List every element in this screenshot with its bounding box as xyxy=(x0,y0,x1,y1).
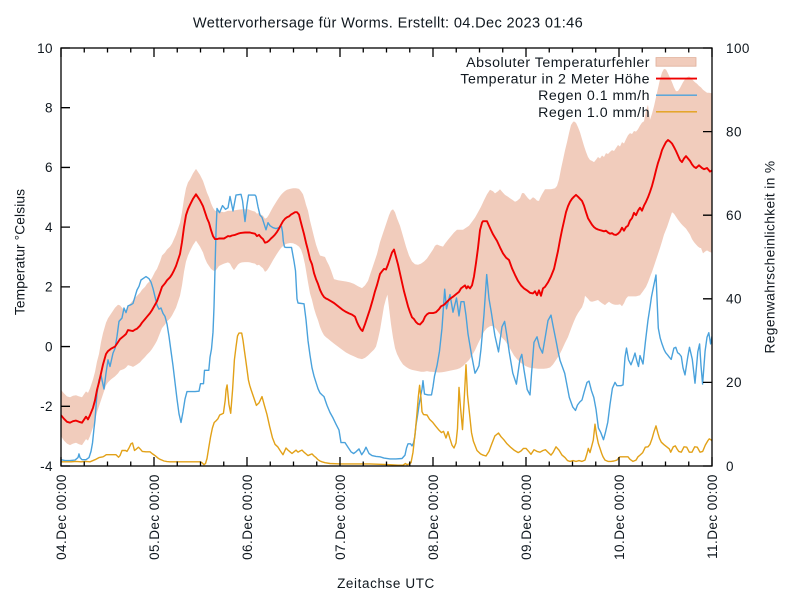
svg-text:05.Dec 00:00: 05.Dec 00:00 xyxy=(147,474,162,560)
svg-text:11.Dec 00:00: 11.Dec 00:00 xyxy=(705,474,720,559)
svg-text:80: 80 xyxy=(726,124,742,139)
svg-text:40: 40 xyxy=(726,292,742,307)
svg-text:08.Dec 00:00: 08.Dec 00:00 xyxy=(426,474,441,560)
svg-text:Regen 1.0 mm/h: Regen 1.0 mm/h xyxy=(538,105,650,121)
svg-text:-2: -2 xyxy=(40,399,53,414)
svg-text:04.Dec 00:00: 04.Dec 00:00 xyxy=(54,474,69,560)
svg-text:100: 100 xyxy=(726,41,750,56)
svg-text:07.Dec 00:00: 07.Dec 00:00 xyxy=(333,474,348,560)
svg-text:Regen 0.1 mm/h: Regen 0.1 mm/h xyxy=(538,88,650,104)
svg-text:Temperatur °Celsius: Temperatur °Celsius xyxy=(13,189,28,315)
svg-text:0: 0 xyxy=(45,339,53,354)
svg-text:8: 8 xyxy=(45,101,53,116)
svg-text:10.Dec 00:00: 10.Dec 00:00 xyxy=(612,474,627,560)
svg-text:06.Dec 00:00: 06.Dec 00:00 xyxy=(240,474,255,560)
svg-text:Zeitachse UTC: Zeitachse UTC xyxy=(337,576,435,591)
svg-text:2: 2 xyxy=(45,280,53,295)
svg-text:-4: -4 xyxy=(40,459,53,474)
svg-text:Absoluter Temperaturfehler: Absoluter Temperaturfehler xyxy=(466,55,650,71)
svg-text:10: 10 xyxy=(37,41,53,56)
svg-text:Temperatur in 2 Meter Höhe: Temperatur in 2 Meter Höhe xyxy=(460,72,650,88)
svg-text:4: 4 xyxy=(45,220,53,235)
svg-text:60: 60 xyxy=(726,208,742,223)
svg-text:0: 0 xyxy=(726,459,734,474)
svg-text:Regenwahrscheinlichkeit in %: Regenwahrscheinlichkeit in % xyxy=(763,160,778,353)
svg-text:6: 6 xyxy=(45,160,53,175)
svg-text:20: 20 xyxy=(726,375,742,390)
svg-text:Wettervorhersage für Worms. Er: Wettervorhersage für Worms. Erstellt: 04… xyxy=(193,16,583,32)
svg-text:09.Dec 00:00: 09.Dec 00:00 xyxy=(519,474,534,560)
